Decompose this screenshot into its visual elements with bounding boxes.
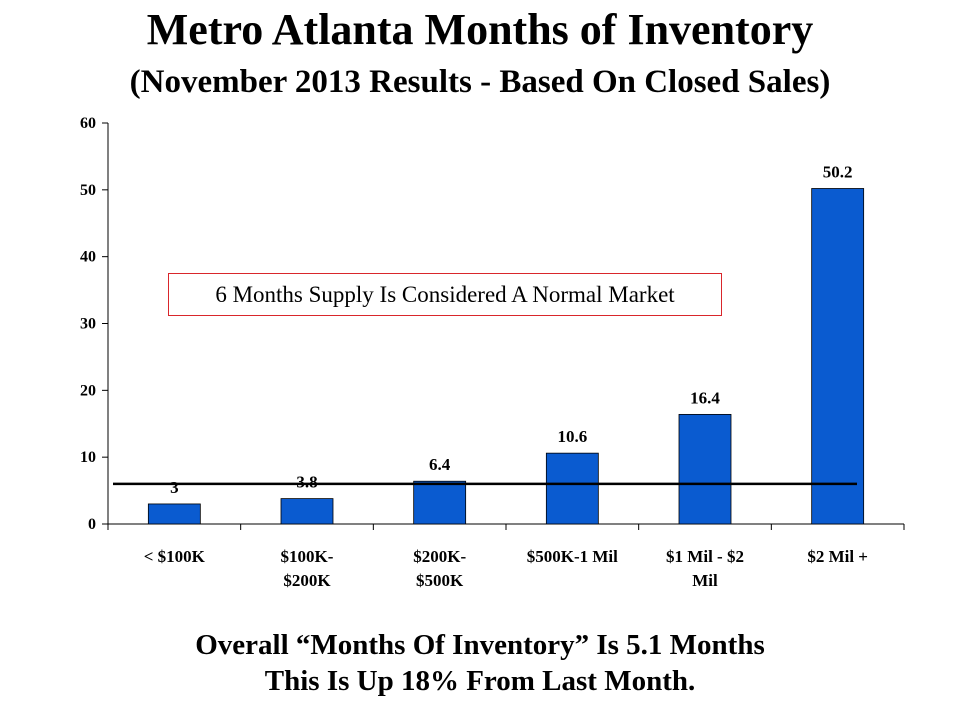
bar bbox=[413, 480, 467, 525]
x-category-label: $500K-1 Mil bbox=[527, 547, 618, 566]
bar bbox=[147, 503, 201, 525]
y-tick-label: 10 bbox=[80, 449, 96, 466]
x-category-label: Mil bbox=[692, 571, 718, 590]
chart-subtitle: (November 2013 Results - Based On Closed… bbox=[129, 64, 831, 100]
data-label: 6.4 bbox=[429, 455, 451, 474]
y-tick-label: 0 bbox=[88, 516, 96, 533]
x-category-label: $2 Mil + bbox=[807, 547, 868, 566]
bar bbox=[545, 452, 599, 525]
x-category-label: < $100K bbox=[144, 547, 206, 566]
y-tick-label: 40 bbox=[80, 249, 96, 266]
bar bbox=[678, 413, 732, 525]
y-tick-label: 50 bbox=[80, 182, 96, 199]
x-category-label: $200K bbox=[283, 571, 331, 590]
footer-line-2: This Is Up 18% From Last Month. bbox=[264, 665, 696, 697]
y-tick-label: 30 bbox=[80, 316, 96, 333]
bar bbox=[280, 498, 334, 525]
y-tick-label: 60 bbox=[80, 115, 96, 132]
normal-market-annotation: 6 Months Supply Is Considered A Normal M… bbox=[168, 273, 722, 316]
x-category-label: $200K- bbox=[413, 547, 466, 566]
data-label: 50.2 bbox=[823, 162, 853, 181]
data-label: 10.6 bbox=[557, 427, 587, 446]
chart-title: Metro Atlanta Months of Inventory bbox=[146, 5, 814, 54]
x-category-label: $1 Mil - $2 bbox=[666, 547, 744, 566]
y-tick-label: 20 bbox=[80, 382, 96, 399]
x-category-label: $100K- bbox=[281, 547, 334, 566]
bar bbox=[811, 188, 865, 525]
x-category-label: $500K bbox=[416, 571, 464, 590]
data-label: 16.4 bbox=[690, 388, 720, 407]
data-label: 3 bbox=[170, 478, 179, 497]
data-label: 3.8 bbox=[296, 473, 317, 492]
footer-line-1: Overall “Months Of Inventory” Is 5.1 Mon… bbox=[195, 629, 765, 661]
